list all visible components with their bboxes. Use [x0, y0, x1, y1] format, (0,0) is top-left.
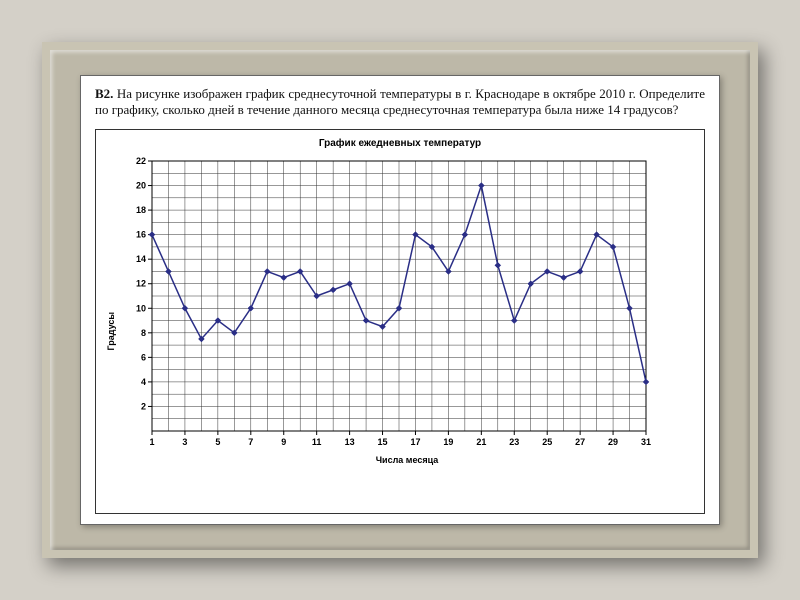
svg-text:1: 1	[149, 437, 154, 447]
svg-text:20: 20	[136, 180, 146, 190]
svg-text:2: 2	[141, 401, 146, 411]
problem-tag: B2.	[95, 86, 113, 101]
svg-text:16: 16	[136, 229, 146, 239]
svg-text:13: 13	[345, 437, 355, 447]
svg-text:6: 6	[141, 352, 146, 362]
chart-svg: 1357911131517192123252729312468101214161…	[118, 153, 658, 453]
svg-text:9: 9	[281, 437, 286, 447]
picture-frame: B2. На рисунке изображен график среднесу…	[42, 42, 758, 558]
svg-text:22: 22	[136, 156, 146, 166]
svg-text:23: 23	[509, 437, 519, 447]
svg-text:11: 11	[312, 437, 322, 447]
svg-text:15: 15	[378, 437, 388, 447]
svg-text:31: 31	[641, 437, 651, 447]
chart-title: График ежедневных температур	[104, 138, 696, 149]
problem-body: На рисунке изображен график среднесуточн…	[95, 86, 705, 117]
paper-sheet: B2. На рисунке изображен график среднесу…	[80, 75, 720, 525]
svg-text:27: 27	[575, 437, 585, 447]
svg-text:3: 3	[182, 437, 187, 447]
svg-text:14: 14	[136, 254, 146, 264]
svg-text:12: 12	[136, 278, 146, 288]
chart-container: График ежедневных температур Градусы 135…	[95, 129, 705, 515]
svg-text:29: 29	[608, 437, 618, 447]
y-axis-label: Градусы	[104, 153, 118, 510]
svg-text:8: 8	[141, 327, 146, 337]
plot-and-xlabel: 1357911131517192123252729312468101214161…	[118, 153, 696, 510]
x-axis-label: Числа месяца	[118, 455, 696, 465]
svg-text:5: 5	[215, 437, 220, 447]
svg-text:10: 10	[136, 303, 146, 313]
svg-text:17: 17	[410, 437, 420, 447]
svg-text:18: 18	[136, 205, 146, 215]
svg-text:19: 19	[443, 437, 453, 447]
plot-wrap: Градусы 13579111315171921232527293124681…	[104, 153, 696, 510]
svg-text:7: 7	[248, 437, 253, 447]
svg-text:25: 25	[542, 437, 552, 447]
problem-text: B2. На рисунке изображен график среднесу…	[95, 86, 705, 119]
svg-text:21: 21	[476, 437, 486, 447]
svg-text:4: 4	[141, 376, 146, 386]
